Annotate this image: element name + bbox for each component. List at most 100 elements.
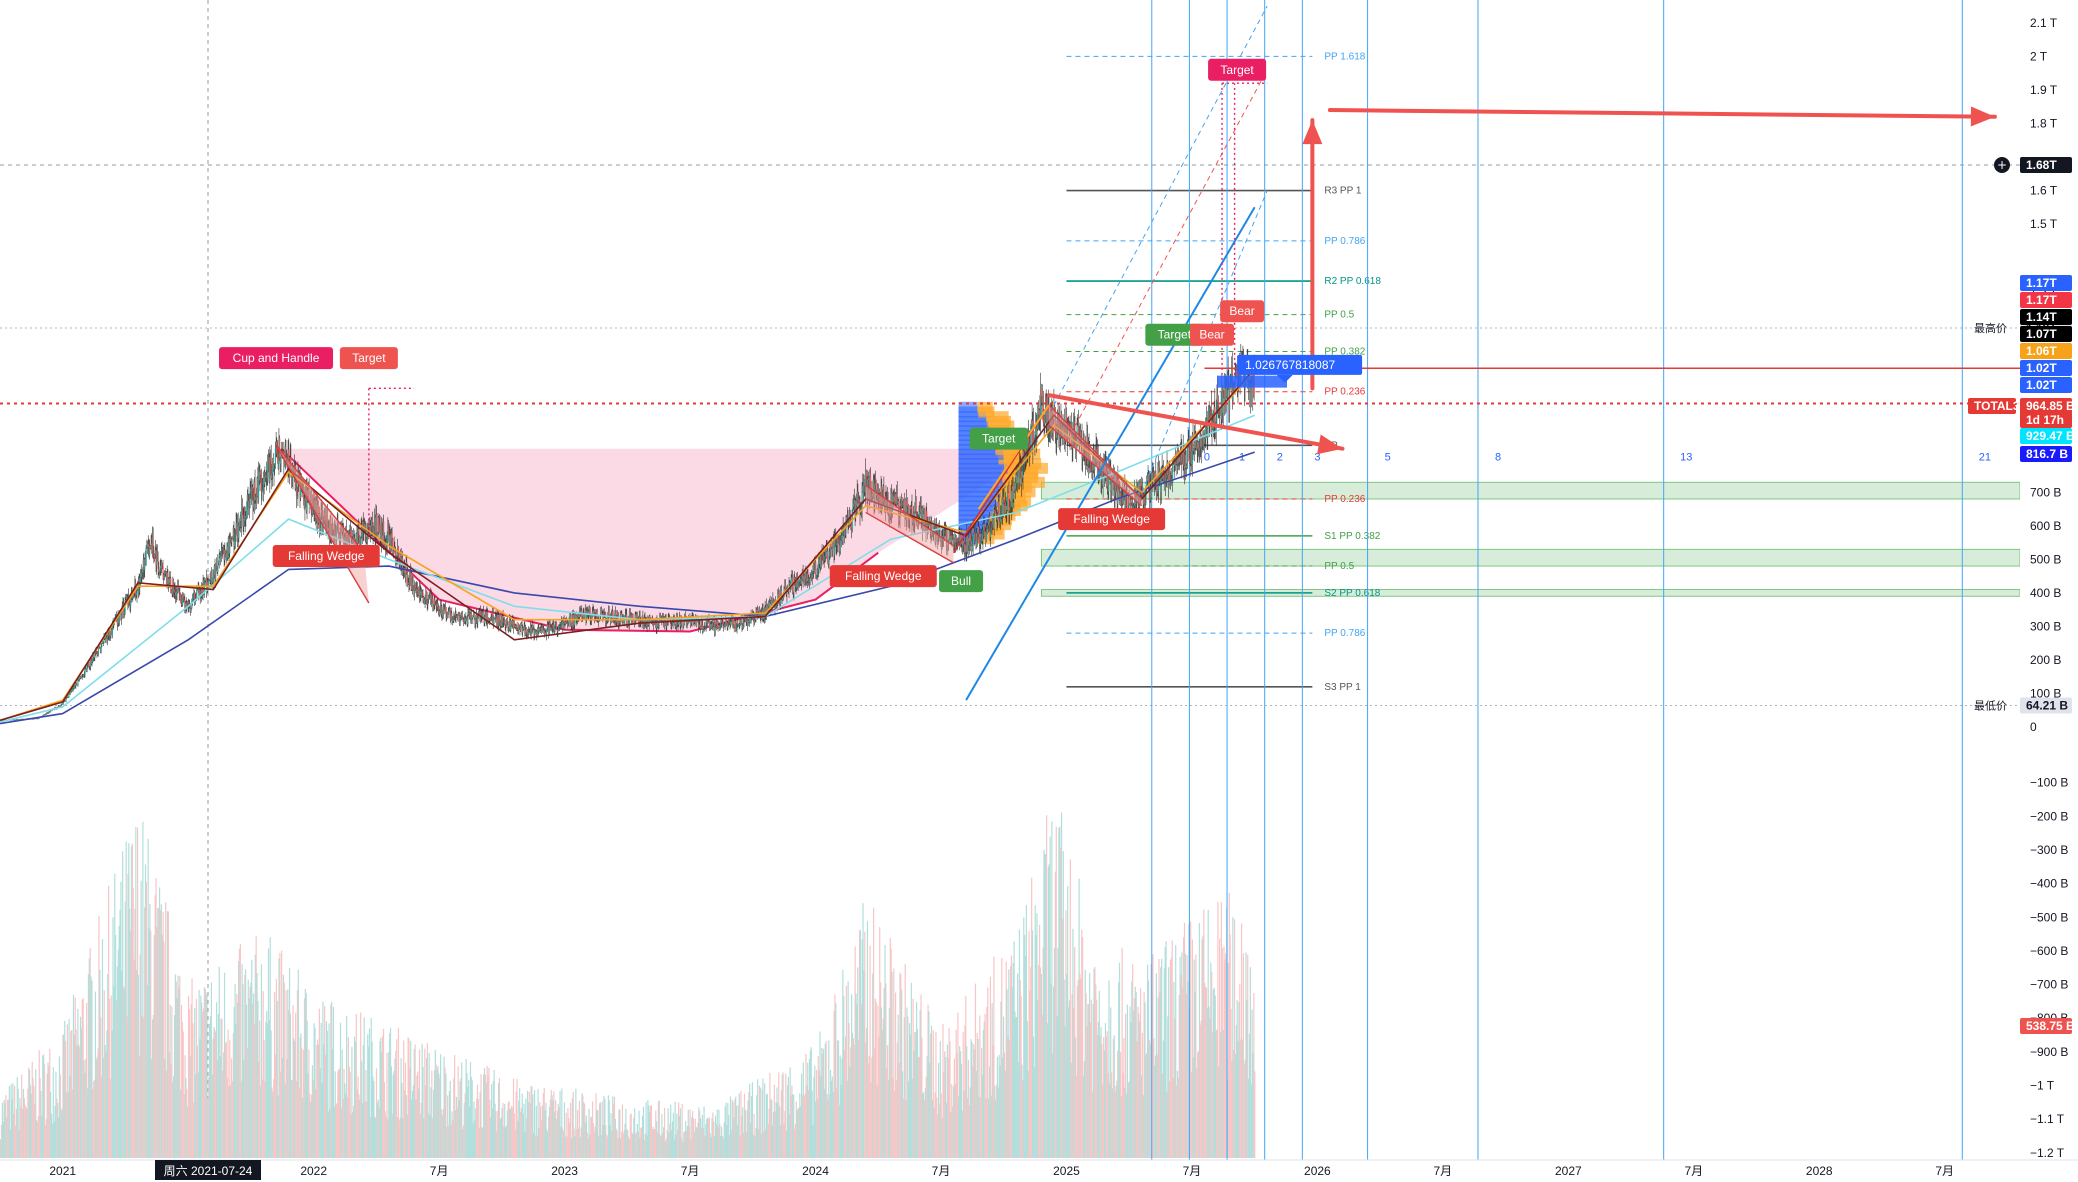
candle-body (588, 608, 591, 615)
volume-bar (904, 963, 906, 1158)
candle-body (779, 600, 781, 605)
volume-bar (1031, 877, 1033, 1158)
candle-body (756, 609, 758, 613)
volume-bar (238, 961, 240, 1158)
volume-bar (850, 1047, 852, 1158)
volume-bar (552, 1100, 554, 1158)
volume-bar (939, 1041, 941, 1158)
candle-body (342, 525, 344, 533)
volume-bar (418, 1088, 420, 1158)
candle-body (555, 623, 557, 624)
candle-body (404, 567, 406, 574)
volume-bar (363, 1017, 365, 1158)
volume-bar (130, 846, 133, 1158)
candle-body (635, 615, 638, 621)
volume-bar (1007, 1036, 1009, 1158)
candle-body (274, 464, 276, 466)
volume-bar (912, 998, 914, 1158)
volume-bar (63, 1034, 65, 1158)
volume-bar (1121, 947, 1123, 1158)
candle-body (78, 678, 80, 681)
volume-bar (1173, 981, 1175, 1158)
candle-body (1113, 478, 1115, 497)
candle-body (1038, 409, 1040, 415)
candle-body (1080, 431, 1082, 437)
volume-bar (679, 1108, 681, 1158)
volume-bar (654, 1129, 656, 1158)
candle-body (1182, 450, 1184, 464)
candle-body (65, 698, 67, 702)
volume-bar (945, 1057, 947, 1158)
volume-bar (231, 1081, 234, 1158)
candle-body (860, 508, 862, 509)
candle-body (1103, 463, 1106, 480)
volume-bar (853, 1044, 855, 1158)
candle-body (780, 591, 782, 598)
candle-body (196, 588, 198, 599)
volume-bar (45, 1119, 47, 1158)
candle-body (524, 626, 526, 634)
volume-bar (917, 1057, 919, 1158)
volume-bar (841, 1058, 843, 1158)
candle-body (529, 631, 531, 633)
candle-body (418, 587, 420, 595)
candle-body (484, 612, 487, 618)
volume-bar (855, 993, 857, 1158)
candle-body (983, 524, 985, 537)
volume-bar (886, 1067, 888, 1158)
volume-bar (34, 1104, 36, 1158)
volume-bar (919, 1009, 921, 1158)
candle-body (79, 676, 81, 679)
volume-bar (111, 1030, 113, 1158)
candle-body (985, 531, 987, 542)
volume-bar (340, 1108, 342, 1158)
volume-bar (470, 1077, 472, 1158)
candle-body (724, 625, 726, 626)
candle-body (1205, 420, 1207, 423)
candle-body (818, 559, 820, 564)
volume-bar (678, 1116, 681, 1158)
volume-bar (1187, 981, 1189, 1158)
candle-body (798, 580, 801, 582)
volume-bar (444, 1067, 446, 1158)
candle-body (219, 555, 221, 557)
volume-bar (900, 974, 902, 1158)
volume-bar (490, 1084, 493, 1158)
volume-bar (405, 1095, 407, 1158)
volume-bar (48, 1066, 50, 1158)
candle-body (294, 465, 296, 477)
volume-bar (279, 953, 281, 1158)
volume-bar (360, 1012, 362, 1158)
volume-bar (1197, 1052, 1199, 1158)
volume-bar (865, 1028, 868, 1158)
candle-body (373, 526, 375, 538)
candle-body (704, 627, 706, 629)
volume-bar (508, 1101, 510, 1158)
candle-body (1198, 448, 1200, 451)
candle-body (222, 548, 224, 550)
candle-body (13, 719, 15, 721)
candle-body (319, 527, 321, 530)
candle-body (432, 604, 435, 610)
candle-body (1185, 454, 1187, 468)
volume-bar (800, 1073, 803, 1158)
volume-bar (553, 1091, 555, 1158)
candle-body (702, 627, 704, 630)
candle-body (552, 624, 554, 628)
candle-body (4, 719, 6, 721)
candle-body (189, 604, 192, 612)
pivot-label: PP 1.618 (1324, 51, 1365, 62)
candle-body (979, 543, 981, 545)
volume-bar (1048, 864, 1050, 1158)
candle-body (872, 493, 874, 497)
volume-bar (251, 959, 253, 1158)
candle-body (17, 719, 19, 720)
volume-bar (129, 908, 131, 1158)
candle-body (716, 621, 718, 625)
candle-body (524, 630, 527, 634)
candle-body (37, 718, 39, 719)
pivot-label: PP 0.236 (1324, 494, 1365, 505)
volume-bar (774, 1111, 776, 1158)
volume-bar (1160, 967, 1162, 1158)
